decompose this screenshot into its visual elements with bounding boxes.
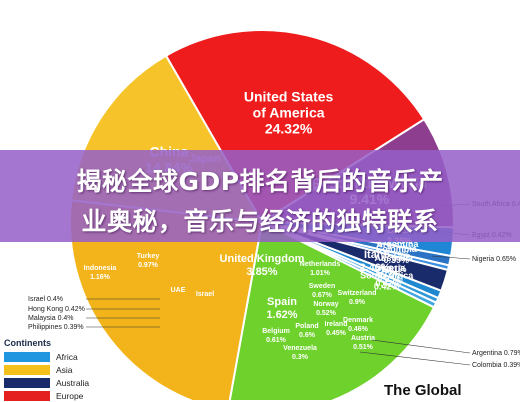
brand-text: The Global [384,382,462,399]
inner-label-turkey: Turkey [137,253,160,260]
slice-label-united-states-of-america: of America [253,105,325,121]
legend-label: Asia [56,364,73,375]
callout-line-argentina [371,339,471,354]
title-banner: 揭秘全球GDP排名背后的音乐产 业奥秘，音乐与经济的独特联系 [0,150,520,242]
inner-label-switzerland: Switzerland [338,290,377,297]
legend-item-africa: Africa [4,350,124,363]
slice-label-united-states-of-america: 24.32% [265,121,313,137]
slice-label-united-states-of-america: United States [244,89,334,105]
inner-label-poland: Poland [295,323,318,330]
callout-line-colombia [359,351,471,366]
inner-label-austria: Austria [351,335,375,342]
callout-right-argentina: Argentina 0.79% [472,350,520,357]
inner-label-spain: Spain [267,296,297,308]
inner-value-austria: 0.51% [353,344,374,351]
slice-label-egypt: Egypt [376,267,401,277]
legend-item-europe: Europe [4,389,124,402]
slice-label-nigeria: Nigeria [375,263,407,273]
inner-label-norway: Norway [313,301,338,308]
inner-value-netherlands: 1.01% [310,270,331,277]
inner-label-venezuela: Venezuela [283,345,317,352]
callout-right-nigeria: Nigeria 0.65% [472,256,516,263]
inner-value-indonesia: 1.16% [90,274,111,281]
legend-swatch-europe [4,390,50,401]
legend-swatch-australia [4,377,50,388]
inner-value-norway: 0.52% [316,310,337,317]
inner-label-uae: UAE [171,287,186,294]
inner-value-venezuela: 0.3% [292,354,309,361]
slice-label-south-africa: South Africa [360,271,414,281]
legend-swatch-africa [4,351,50,362]
inner-label-israel: Israel [196,291,214,298]
slice-label-colombia: 0.39% [384,255,410,265]
inner-label-united-kingdom: United Kingdom [220,253,305,265]
slice-label-argentina: Argentina [376,239,419,249]
continents-legend: Continents Africa Asia Australia Europe [4,338,124,402]
legend-label: Australia [56,377,90,388]
inner-value-italy: 2.46% [359,262,390,274]
inner-label-italy: Italy [364,249,387,261]
slice-europe [228,220,436,400]
inner-label-belgium: Belgium [262,328,290,335]
inner-label-indonesia: Indonesia [84,265,117,272]
inner-value-united-kingdom: 3.85% [246,266,277,278]
callout-left-philippines: Philippines 0.39% [28,324,84,331]
callout-left-israel: Israel 0.4% [28,296,63,303]
callout-left-malaysia: Malaysia 0.4% [28,315,74,322]
callout-right-colombia: Colombia 0.39% [472,362,520,369]
slice-label-argentina: 0.79% [385,250,411,260]
banner-title-line-2: 业奥秘，音乐与经济的独特联系 [81,207,439,236]
inner-value-denmark: 0.46% [348,326,369,333]
slice-label-australia: 1.81% [381,264,407,274]
inner-value-turkey: 0.97% [138,262,159,269]
inner-value-poland: 0.6% [299,332,316,339]
legend-swatch-asia [4,364,50,375]
inner-label-denmark: Denmark [343,317,373,324]
inner-label-sweden: Sweden [309,283,335,290]
inner-value-switzerland: 0.9% [349,299,366,306]
inner-value-sweden: 0.67% [312,292,333,299]
callout-line-nigeria [431,255,471,260]
inner-value-belgium: 0.61% [266,337,287,344]
legend-item-australia: Australia [4,376,124,389]
legend-title: Continents [4,338,51,348]
slice-label-egypt: 0.42% [375,278,401,288]
callout-left-hong-kong: Hong Kong 0.42% [28,306,85,313]
inner-label-ireland: Ireland [325,321,348,328]
inner-value-spain: 1.62% [266,309,297,321]
slice-label-nigeria: 0.65% [377,274,403,284]
slice-label-colombia: Colombia [376,244,418,254]
slice-label-australia: Australia [374,253,414,263]
inner-value-ireland: 0.45% [326,330,347,337]
slice-label-south-africa: 0.42% [374,282,400,292]
legend-label: Europe [56,390,84,401]
slice-united-states-of-america [164,28,426,224]
banner-title-line-1: 揭秘全球GDP排名背后的音乐产 [76,167,444,196]
legend-item-asia: Asia [4,363,124,376]
legend-label: Africa [56,351,78,362]
inner-label-netherlands: Netherlands [300,261,341,268]
